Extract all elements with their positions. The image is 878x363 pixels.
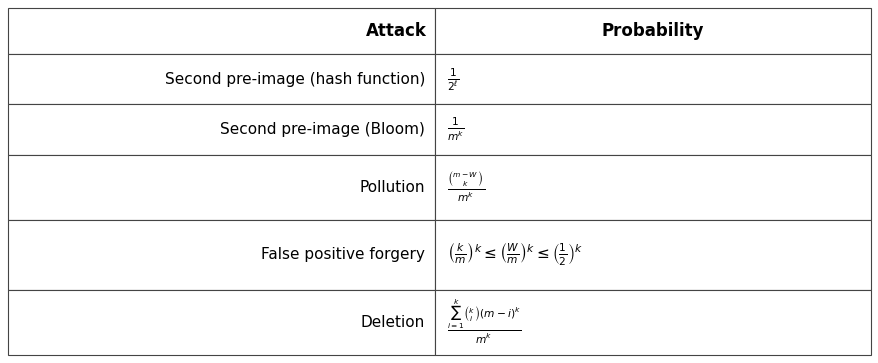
Bar — [8, 105, 435, 155]
Bar — [435, 290, 870, 355]
Text: Second pre-image (hash function): Second pre-image (hash function) — [164, 72, 425, 87]
Text: $\frac{\sum_{i=1}^{k}\binom{k}{i}(m-i)^k}{m^k}$: $\frac{\sum_{i=1}^{k}\binom{k}{i}(m-i)^k… — [447, 298, 521, 347]
Text: $\frac{1}{2^{\ell}}$: $\frac{1}{2^{\ell}}$ — [447, 66, 459, 93]
Text: Attack: Attack — [366, 22, 427, 40]
Bar — [8, 155, 435, 220]
Text: Probability: Probability — [601, 22, 703, 40]
Bar — [435, 220, 870, 290]
Bar — [435, 105, 870, 155]
Bar — [435, 155, 870, 220]
Bar — [8, 54, 435, 105]
Text: $\frac{\binom{m-W}{k}}{m^k}$: $\frac{\binom{m-W}{k}}{m^k}$ — [447, 170, 485, 204]
Text: Deletion: Deletion — [361, 315, 425, 330]
Bar — [8, 8, 435, 54]
Text: Second pre-image (Bloom): Second pre-image (Bloom) — [220, 122, 425, 137]
Bar — [8, 290, 435, 355]
Bar — [435, 8, 870, 54]
Bar — [435, 54, 870, 105]
Text: $\left(\frac{k}{m}\right)^k \leq \left(\frac{W}{m}\right)^k \leq \left(\frac{1}{: $\left(\frac{k}{m}\right)^k \leq \left(\… — [447, 241, 582, 268]
Text: Pollution: Pollution — [359, 180, 425, 195]
Text: $\frac{1}{m^k}$: $\frac{1}{m^k}$ — [447, 116, 464, 143]
Bar — [8, 220, 435, 290]
Text: False positive forgery: False positive forgery — [261, 247, 425, 262]
